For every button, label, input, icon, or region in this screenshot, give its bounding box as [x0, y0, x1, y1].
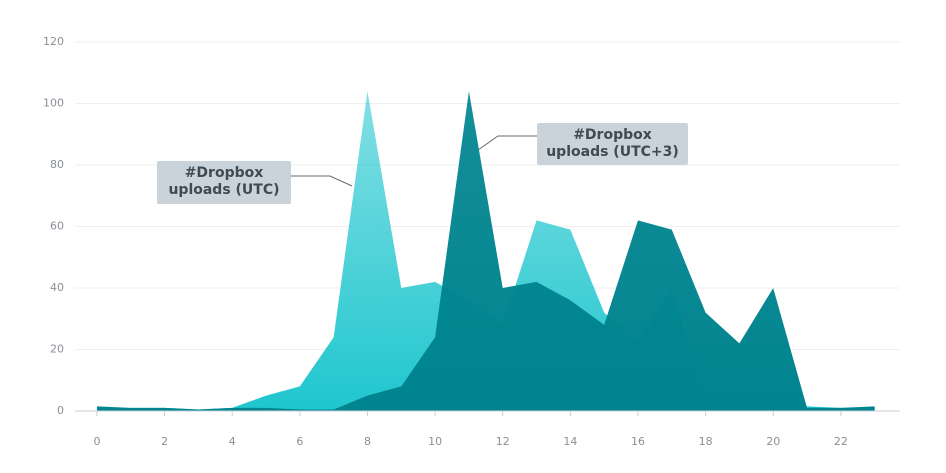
- x-tick-label: 6: [296, 435, 303, 448]
- y-tick-label: 0: [57, 404, 64, 417]
- y-tick-label: 20: [50, 343, 64, 356]
- y-tick-label: 40: [50, 281, 64, 294]
- x-tick-label: 22: [834, 435, 848, 448]
- x-tick-label: 12: [496, 435, 510, 448]
- area: [96, 91, 875, 411]
- x-tick-label: 2: [161, 435, 168, 448]
- y-tick-label: 100: [43, 97, 64, 110]
- leader-line: [291, 175, 353, 187]
- x-tick-label: 16: [631, 435, 645, 448]
- leader-line: [477, 135, 537, 151]
- x-tick-label: 14: [563, 435, 577, 448]
- x-tick-label: 4: [229, 435, 236, 448]
- y-tick-label: 60: [50, 220, 64, 233]
- y-tick-label: 80: [50, 158, 64, 171]
- x-tick-label: 0: [93, 435, 100, 448]
- y-tick-label: 120: [43, 35, 64, 48]
- series-label: #Dropbox uploads (UTC): [157, 161, 291, 204]
- x-tick-label: 8: [364, 435, 371, 448]
- x-tick-label: 18: [699, 435, 713, 448]
- series-label: #Dropbox uploads (UTC+3): [537, 123, 688, 165]
- x-tick-label: 10: [428, 435, 442, 448]
- x-tick-label: 20: [766, 435, 780, 448]
